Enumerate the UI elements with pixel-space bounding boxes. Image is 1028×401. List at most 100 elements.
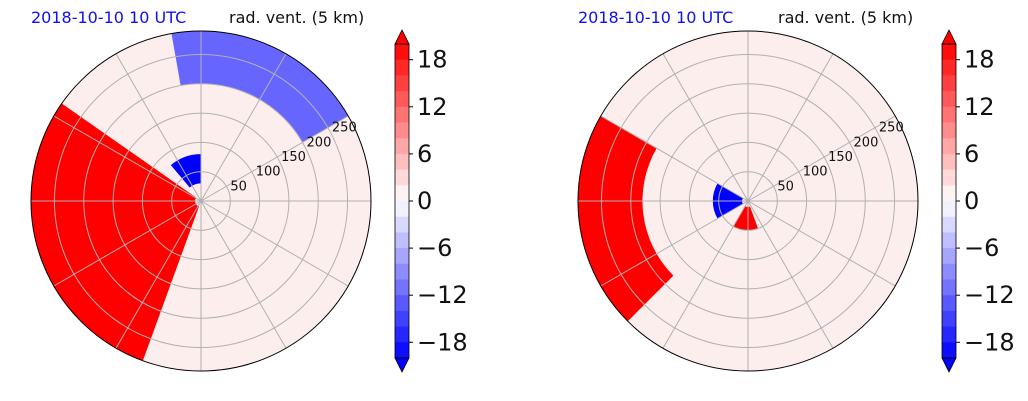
range-ring-label: 250: [332, 121, 357, 136]
colorbar-segment: [942, 91, 956, 108]
colorbar-segment: [942, 106, 956, 123]
colorbar-segment: [942, 201, 956, 218]
velocity-field: [31, 31, 349, 361]
range-ring-label: 250: [879, 121, 904, 136]
range-ring: [53, 53, 349, 349]
plot-border: [30, 30, 372, 372]
radial-gridline: [747, 200, 834, 349]
colorbar-segment: [395, 138, 409, 155]
colorbar: 18 12 6 0 −6 −12 −18: [394, 29, 468, 373]
colorbar-tick-label: −18: [417, 328, 468, 356]
range-ring: [630, 83, 866, 319]
radar-panel-left: 50 100 150 200 250 18 12 6 0 −6 −12 −18 2018-10-10 …: [30, 8, 468, 373]
colorbar-segment: [395, 75, 409, 92]
radial-gridline: [53, 115, 202, 202]
range-ring: [659, 112, 837, 290]
colorbar-segment: [942, 138, 956, 155]
colorbar-segment: [395, 201, 409, 218]
colorbar-segment: [395, 248, 409, 265]
colorbar-tick-label: 6: [417, 140, 432, 168]
radial-gridline: [747, 200, 896, 287]
colorbar-segment: [942, 326, 956, 343]
colorbar-tick-label: 12: [964, 93, 995, 121]
colorbar-segment: [395, 122, 409, 139]
colorbar-tick-label: 0: [964, 187, 979, 215]
colorbar-segment: [395, 44, 409, 61]
colorbar-segment: [942, 263, 956, 280]
radar-panel-right: 50 100 150 200 250 18 12 6 0 −6 −12 −18 2018-10-10 …: [514, 0, 1028, 401]
colorbar-segment: [395, 232, 409, 249]
velocity-region-2: [733, 206, 759, 231]
radial-gridline: [747, 115, 896, 202]
field-label-right: rad. vent. (5 km): [778, 8, 914, 27]
range-ring-label: 100: [803, 165, 828, 180]
radial-gridline: [200, 53, 287, 202]
radial-gridline: [200, 200, 287, 349]
date-label-right: 2018-10-10 10 UTC: [578, 8, 734, 27]
colorbar-segment: [942, 342, 956, 359]
colorbar-tick-label: −12: [417, 281, 468, 309]
velocity-region-2: [171, 31, 349, 143]
colorbar-segment: [395, 185, 409, 202]
range-ring: [141, 141, 261, 261]
colorbar-tick-label: −6: [964, 234, 999, 262]
range-ring: [171, 171, 231, 231]
colorbar-segment: [942, 216, 956, 233]
colorbar-segment: [942, 232, 956, 249]
colorbar-tick-label: 0: [417, 187, 432, 215]
colorbar-segment: [395, 153, 409, 171]
colorbar-extend-max: [394, 29, 410, 45]
colorbar-segment: [395, 310, 409, 328]
range-ring-label: 50: [777, 179, 794, 194]
range-ring-label: 150: [281, 150, 306, 165]
colorbar-extend-min: [941, 357, 957, 373]
radial-gridline: [115, 53, 202, 202]
range-ring: [688, 141, 808, 261]
range-ring: [112, 112, 290, 290]
colorbar-extend-min: [394, 357, 410, 373]
colorbar-extend-max: [941, 29, 957, 45]
field-label-left: rad. vent. (5 km): [229, 8, 365, 27]
velocity-region-0: [31, 103, 199, 361]
colorbar-tick-label: 6: [964, 140, 979, 168]
radial-gridline: [200, 200, 349, 287]
colorbar-segment: [942, 185, 956, 202]
radial-gridline: [600, 115, 749, 202]
colorbar-segment: [942, 122, 956, 139]
colorbar-segment: [395, 279, 409, 296]
colorbar-segment: [395, 295, 409, 312]
range-ring: [718, 171, 778, 231]
colorbar-segment: [395, 59, 409, 76]
colorbar-tick-label: −6: [417, 234, 452, 262]
colorbar-segment: [942, 169, 956, 186]
radial-gridline: [747, 53, 834, 202]
colorbar-segment: [395, 91, 409, 108]
colorbar-segment: [395, 342, 409, 359]
radial-gridline: [115, 200, 202, 349]
radial-gridline: [200, 115, 349, 202]
range-ring-label: 200: [854, 135, 879, 150]
range-ring-label: 100: [256, 165, 281, 180]
colorbar-segment: [395, 326, 409, 343]
range-ring-label: 50: [230, 179, 247, 194]
range-ring: [600, 53, 896, 349]
date-label-left: 2018-10-10 10 UTC: [31, 8, 187, 27]
colorbar-tick-label: 18: [417, 46, 448, 74]
colorbar-tick-label: 18: [964, 46, 995, 74]
radial-gridline: [600, 200, 749, 287]
colorbar-tick-label: 12: [417, 93, 448, 121]
plot-border: [577, 30, 919, 372]
range-ring: [83, 83, 319, 319]
colorbar-tick-label: −12: [964, 281, 1015, 309]
colorbar-segment: [942, 248, 956, 265]
range-ring-label: 200: [307, 135, 332, 150]
colorbar-segment: [942, 153, 956, 171]
colorbar-segment: [942, 59, 956, 76]
colorbar-segment: [395, 169, 409, 186]
colorbar-segment: [395, 106, 409, 123]
radial-gridline: [662, 53, 749, 202]
colorbar-segment: [942, 44, 956, 61]
colorbar-segment: [395, 216, 409, 233]
